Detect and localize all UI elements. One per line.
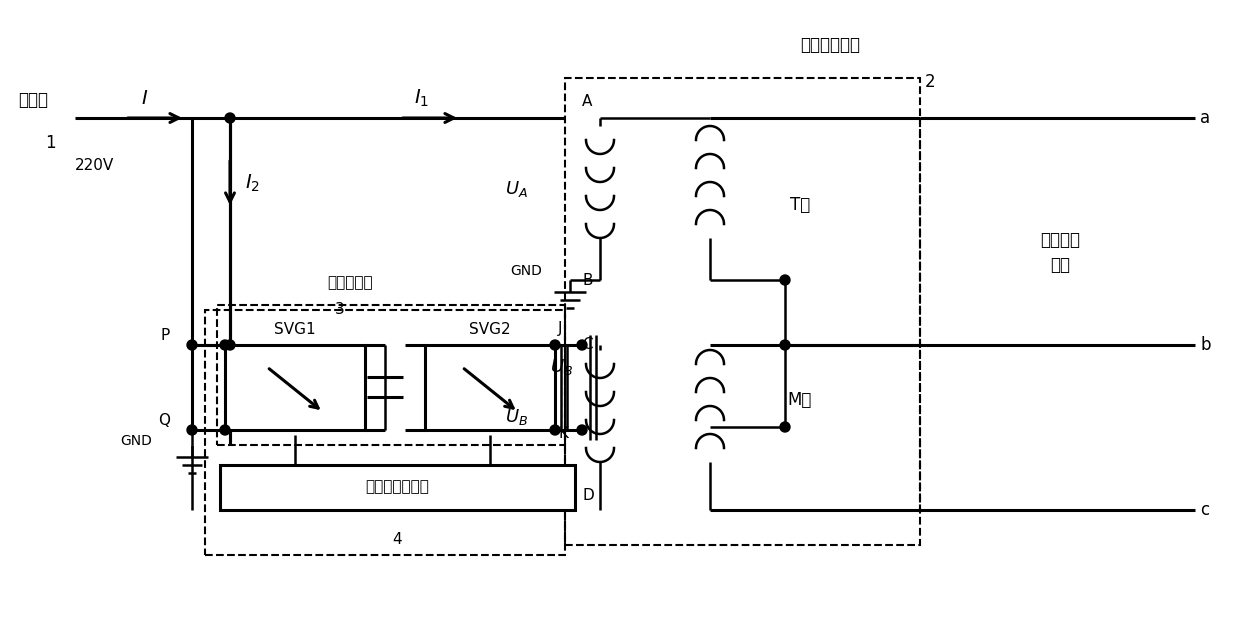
Text: 4: 4 [392, 533, 402, 547]
Bar [217, 305, 565, 445]
Text: 相电: 相电 [1050, 256, 1070, 274]
Text: T座: T座 [790, 196, 810, 214]
Text: C: C [582, 337, 593, 352]
Bar [219, 465, 575, 510]
Text: 1: 1 [45, 134, 56, 152]
Circle shape [187, 340, 197, 350]
Circle shape [219, 425, 229, 435]
Text: 用户侧三: 用户侧三 [1040, 231, 1080, 249]
Bar [425, 345, 556, 430]
Circle shape [780, 422, 790, 432]
Text: 斯科特变压器: 斯科特变压器 [800, 36, 861, 54]
Text: J: J [558, 321, 563, 336]
Text: GND: GND [120, 434, 153, 448]
Circle shape [780, 340, 790, 350]
Text: 输电线: 输电线 [19, 91, 48, 109]
Circle shape [551, 425, 560, 435]
Bar [565, 78, 920, 545]
Circle shape [780, 275, 790, 285]
Circle shape [577, 425, 587, 435]
Bar [205, 310, 565, 555]
Text: $I$: $I$ [141, 88, 149, 107]
Text: A: A [582, 94, 593, 109]
Text: $I_2$: $I_2$ [246, 172, 260, 194]
Text: 电源变换器: 电源变换器 [327, 276, 373, 290]
Text: $U_B$: $U_B$ [551, 357, 573, 377]
Text: D: D [582, 488, 594, 503]
Circle shape [224, 340, 236, 350]
Text: SVG1: SVG1 [274, 323, 316, 337]
Text: 220V: 220V [74, 159, 114, 173]
Text: Q: Q [157, 413, 170, 428]
Circle shape [187, 425, 197, 435]
Text: 3: 3 [335, 302, 345, 318]
Text: $I_1$: $I_1$ [414, 88, 429, 109]
Text: 2: 2 [925, 73, 936, 91]
Text: M座: M座 [787, 391, 812, 409]
Circle shape [224, 113, 236, 123]
Text: P: P [161, 328, 170, 343]
Circle shape [219, 340, 229, 350]
Text: K: K [558, 426, 568, 441]
Text: a: a [1200, 109, 1210, 127]
Text: 脉宽调制解调器: 脉宽调制解调器 [365, 479, 429, 495]
Circle shape [551, 340, 560, 350]
Text: c: c [1200, 501, 1209, 519]
Text: GND: GND [510, 264, 542, 278]
Text: $U_A$: $U_A$ [505, 179, 528, 199]
Text: B: B [582, 273, 593, 288]
Bar [224, 345, 365, 430]
Text: b: b [1200, 336, 1210, 354]
Text: SVG2: SVG2 [469, 323, 511, 337]
Text: $U_B$: $U_B$ [505, 407, 528, 427]
Circle shape [577, 340, 587, 350]
